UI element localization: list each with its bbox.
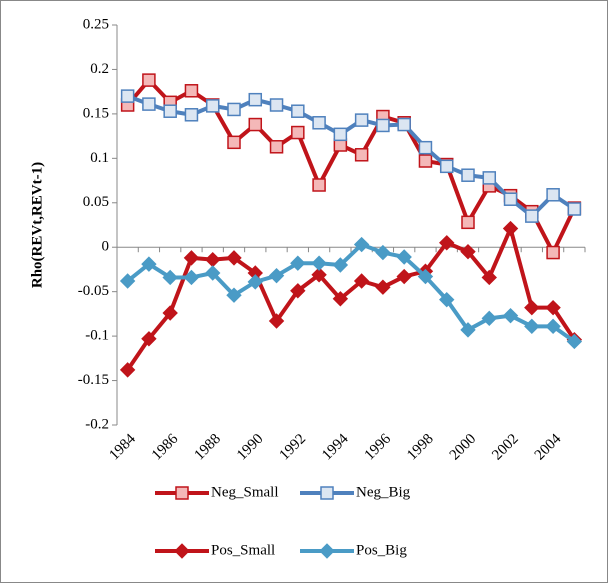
marker bbox=[397, 117, 411, 132]
marker bbox=[332, 257, 349, 273]
marker bbox=[461, 168, 475, 182]
series-line bbox=[126, 94, 576, 219]
marker bbox=[353, 273, 370, 289]
marker bbox=[142, 97, 156, 111]
marker bbox=[269, 140, 284, 154]
marker bbox=[417, 268, 434, 285]
marker bbox=[183, 269, 200, 286]
marker bbox=[311, 255, 327, 271]
marker bbox=[119, 362, 136, 378]
legend-label: Neg_Small bbox=[211, 484, 279, 500]
marker bbox=[354, 148, 369, 162]
y-tick-label: -0.15 bbox=[78, 372, 109, 388]
marker bbox=[353, 236, 370, 253]
legend-label: Pos_Big bbox=[356, 542, 407, 558]
marker bbox=[248, 92, 263, 107]
marker bbox=[163, 104, 177, 118]
marker bbox=[120, 89, 135, 103]
marker bbox=[183, 250, 200, 266]
marker bbox=[502, 307, 519, 324]
y-tick-label: -0.05 bbox=[78, 283, 109, 299]
marker bbox=[418, 140, 433, 155]
y-tick-label: 0.2 bbox=[90, 61, 109, 77]
y-tick-label: 0.25 bbox=[83, 16, 109, 32]
marker bbox=[162, 305, 178, 321]
marker bbox=[461, 215, 475, 230]
marker bbox=[290, 283, 306, 299]
marker bbox=[545, 318, 561, 335]
marker bbox=[396, 249, 412, 265]
legend-marker bbox=[175, 486, 189, 500]
marker bbox=[439, 159, 454, 174]
marker bbox=[141, 256, 157, 272]
y-tick-label: -0.1 bbox=[85, 328, 109, 344]
y-tick-label: 0.05 bbox=[83, 194, 109, 210]
marker bbox=[291, 125, 305, 140]
marker bbox=[141, 331, 157, 347]
marker bbox=[268, 313, 285, 329]
marker bbox=[184, 108, 199, 122]
marker bbox=[205, 99, 220, 113]
marker bbox=[268, 267, 285, 284]
marker bbox=[503, 192, 518, 206]
marker bbox=[439, 291, 455, 308]
marker bbox=[333, 127, 348, 142]
y-tick-label: -0.2 bbox=[85, 416, 109, 432]
marker bbox=[248, 117, 263, 132]
marker bbox=[376, 118, 390, 133]
marker bbox=[375, 244, 391, 261]
marker bbox=[162, 269, 178, 286]
legend-marker bbox=[174, 543, 190, 559]
marker bbox=[418, 154, 433, 168]
marker bbox=[205, 265, 221, 281]
marker bbox=[482, 171, 497, 185]
marker bbox=[481, 269, 497, 286]
marker bbox=[247, 274, 263, 290]
marker bbox=[332, 291, 349, 307]
marker bbox=[312, 116, 326, 130]
marker bbox=[396, 268, 412, 285]
legend-label: Neg_Big bbox=[356, 484, 411, 500]
marker bbox=[545, 299, 561, 316]
marker bbox=[567, 202, 582, 216]
y-axis-label: Rho(REVt,REVt-1) bbox=[29, 162, 45, 288]
legend-label: Pos_Small bbox=[211, 542, 275, 558]
marker bbox=[226, 250, 242, 266]
marker bbox=[226, 287, 242, 303]
legend-marker bbox=[320, 486, 334, 500]
legend-marker bbox=[319, 543, 335, 559]
marker bbox=[354, 113, 369, 127]
marker bbox=[524, 299, 540, 316]
marker bbox=[525, 209, 539, 223]
marker bbox=[312, 178, 326, 192]
marker bbox=[546, 245, 560, 260]
marker bbox=[524, 318, 540, 335]
marker bbox=[502, 220, 519, 237]
marker bbox=[119, 273, 136, 289]
marker bbox=[546, 188, 560, 202]
marker bbox=[311, 267, 327, 283]
marker bbox=[481, 310, 497, 327]
marker bbox=[439, 235, 455, 251]
y-tick-label: 0.1 bbox=[90, 150, 109, 166]
marker bbox=[291, 104, 305, 118]
marker bbox=[460, 322, 476, 338]
y-tick-label: 0 bbox=[102, 239, 110, 255]
marker bbox=[142, 73, 156, 87]
series-line bbox=[125, 226, 577, 372]
marker bbox=[269, 98, 284, 112]
y-tick-label: 0.15 bbox=[83, 105, 109, 121]
series-line bbox=[126, 242, 576, 344]
marker bbox=[184, 84, 199, 98]
marker bbox=[290, 255, 306, 271]
marker bbox=[227, 135, 241, 150]
marker bbox=[566, 333, 583, 350]
marker bbox=[460, 243, 476, 260]
marker bbox=[375, 279, 391, 295]
marker bbox=[227, 102, 241, 117]
